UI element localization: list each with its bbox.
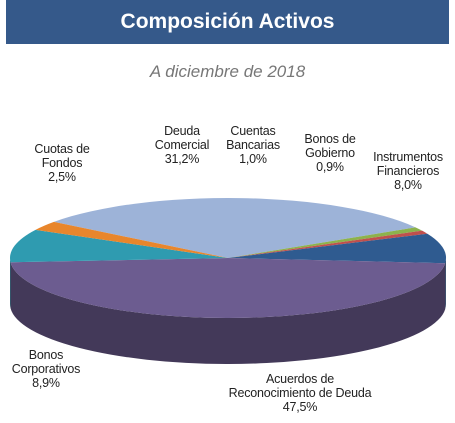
value-label: 47,5%: [282, 400, 318, 414]
pie-side: [445, 258, 446, 310]
slice-label: Bonos de Gobierno 0,9%: [304, 132, 355, 174]
pie-slice: [10, 258, 446, 318]
pie-slice: [35, 221, 228, 258]
category-label: Bonos Corporativos: [11, 348, 81, 376]
category-label: Cuotas de Fondos: [34, 142, 90, 170]
pie-slice: [10, 229, 229, 263]
category-label: Cuentas Bancarias: [226, 124, 280, 152]
value-label: 1,0%: [239, 152, 267, 166]
slice-label: Cuentas Bancarias 1,0%: [226, 124, 280, 166]
value-label: 8,9%: [32, 376, 60, 390]
category-label: Acuerdos de Reconocimiento de Deuda: [228, 372, 372, 400]
pie-slice: [228, 227, 423, 258]
chart-subtitle: A diciembre de 2018: [149, 62, 306, 81]
slice-label: Instrumentos Financieros 8,0%: [373, 150, 443, 192]
slice-label: Acuerdos de Reconocimiento de Deuda 47,5%: [229, 372, 372, 414]
pie-slice: [228, 233, 446, 264]
slice-label: Bonos Corporativos 8,9%: [11, 348, 81, 390]
category-label: Instrumentos Financieros: [373, 150, 443, 178]
pie-slice: [53, 198, 416, 258]
value-label: 2,5%: [48, 170, 76, 184]
chart-title: Composición Activos: [6, 0, 449, 44]
slice-label: Deuda Comercial 31,2%: [154, 124, 210, 166]
value-label: 8,0%: [394, 178, 422, 192]
pie-slice: [228, 230, 428, 258]
category-label: Deuda Comercial: [154, 124, 210, 152]
pie-side: [10, 258, 11, 309]
category-label: Bonos de Gobierno: [304, 132, 356, 160]
value-label: 0,9%: [316, 160, 344, 174]
pie-side: [10, 262, 446, 364]
slice-label: Cuotas de Fondos 2,5%: [34, 142, 89, 184]
value-label: 31,2%: [164, 152, 200, 166]
